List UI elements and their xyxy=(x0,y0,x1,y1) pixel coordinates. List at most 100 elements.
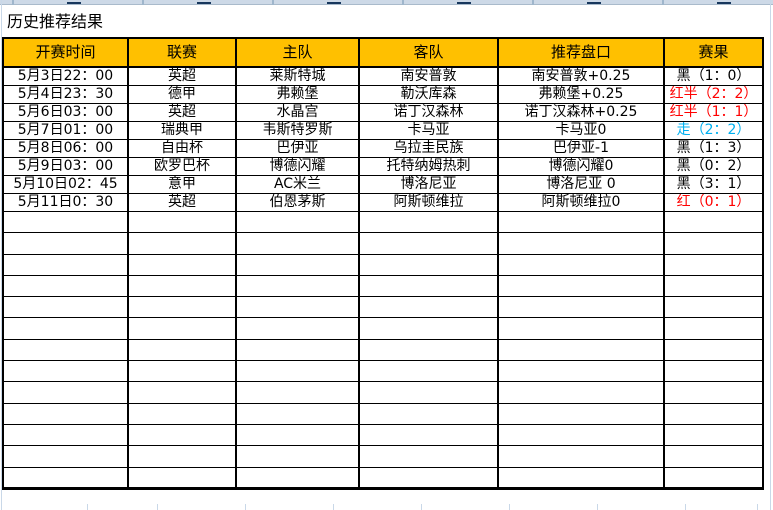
cell-time[interactable]: 5月11日0：30 xyxy=(2,193,129,212)
empty-cell[interactable] xyxy=(663,296,764,319)
cell-handicap[interactable]: 阿斯顿维拉0 xyxy=(497,193,665,212)
cell-league[interactable]: 瑞典甲 xyxy=(127,121,237,140)
empty-cell[interactable] xyxy=(127,445,237,468)
empty-cell[interactable] xyxy=(2,423,129,447)
empty-cell[interactable] xyxy=(127,402,237,425)
empty-cell[interactable] xyxy=(2,402,129,425)
empty-cell[interactable] xyxy=(127,466,237,489)
empty-cell[interactable] xyxy=(497,423,665,447)
empty-cell[interactable] xyxy=(358,338,499,362)
cell-time[interactable]: 5月8日06：00 xyxy=(2,139,129,158)
empty-cell[interactable] xyxy=(127,296,237,319)
empty-cell[interactable] xyxy=(358,360,499,383)
cell-league[interactable]: 英超 xyxy=(127,193,237,212)
empty-cell[interactable] xyxy=(358,296,499,319)
cell-away[interactable]: 阿斯顿维拉 xyxy=(358,193,499,212)
empty-cell[interactable] xyxy=(127,360,237,383)
cell-time[interactable]: 5月7日01：00 xyxy=(2,121,129,140)
cell-handicap[interactable]: 卡马亚0 xyxy=(497,121,665,140)
empty-cell[interactable] xyxy=(497,445,665,468)
cell-time[interactable]: 5月4日23：30 xyxy=(2,85,129,104)
empty-cell[interactable] xyxy=(2,274,129,298)
cell-result[interactable]: 走（2：2） xyxy=(663,121,764,140)
empty-cell[interactable] xyxy=(235,423,360,447)
cell-home[interactable]: AC米兰 xyxy=(235,175,360,194)
empty-cell[interactable] xyxy=(663,253,764,276)
empty-cell[interactable] xyxy=(127,232,237,255)
empty-cell[interactable] xyxy=(2,338,129,362)
cell-result[interactable]: 黑（0：2） xyxy=(663,157,764,176)
cell-result[interactable]: 红半（1：1） xyxy=(663,103,764,122)
cell-away[interactable]: 卡马亚 xyxy=(358,121,499,140)
empty-cell[interactable] xyxy=(663,210,764,234)
empty-cell[interactable] xyxy=(497,360,665,383)
empty-cell[interactable] xyxy=(2,381,129,404)
empty-cell[interactable] xyxy=(235,210,360,234)
empty-cell[interactable] xyxy=(2,360,129,383)
empty-cell[interactable] xyxy=(358,445,499,468)
cell-league[interactable]: 德甲 xyxy=(127,85,237,104)
cell-handicap[interactable]: 南安普敦+0.25 xyxy=(497,66,665,86)
cell-home[interactable]: 巴伊亚 xyxy=(235,139,360,158)
cell-away[interactable]: 南安普敦 xyxy=(358,66,499,86)
cell-away[interactable]: 勒沃库森 xyxy=(358,85,499,104)
cell-league[interactable]: 自由杯 xyxy=(127,139,237,158)
cell-away[interactable]: 托特纳姆热刺 xyxy=(358,157,499,176)
cell-handicap[interactable]: 弗赖堡+0.25 xyxy=(497,85,665,104)
cell-result[interactable]: 黑（3：1） xyxy=(663,175,764,194)
empty-cell[interactable] xyxy=(2,253,129,276)
cell-time[interactable]: 5月10日02：45 xyxy=(2,175,129,194)
cell-home[interactable]: 莱斯特城 xyxy=(235,66,360,86)
cell-result[interactable]: 黑（1：0） xyxy=(663,66,764,86)
empty-cell[interactable] xyxy=(358,210,499,234)
empty-cell[interactable] xyxy=(497,338,665,362)
cell-handicap[interactable]: 巴伊亚-1 xyxy=(497,139,665,158)
empty-cell[interactable] xyxy=(235,253,360,276)
cell-result[interactable]: 红半（2：2） xyxy=(663,85,764,104)
empty-cell[interactable] xyxy=(497,466,665,489)
empty-cell[interactable] xyxy=(663,402,764,425)
empty-cell[interactable] xyxy=(358,423,499,447)
header-cell-0[interactable]: 开赛时间 xyxy=(2,37,129,68)
cell-league[interactable]: 欧罗巴杯 xyxy=(127,157,237,176)
empty-cell[interactable] xyxy=(235,381,360,404)
empty-cell[interactable] xyxy=(358,274,499,298)
cell-league[interactable]: 英超 xyxy=(127,103,237,122)
empty-cell[interactable] xyxy=(663,423,764,447)
empty-cell[interactable] xyxy=(235,338,360,362)
empty-cell[interactable] xyxy=(127,253,237,276)
cell-home[interactable]: 伯恩茅斯 xyxy=(235,193,360,212)
cell-time[interactable]: 5月3日22：00 xyxy=(2,66,129,86)
cell-result[interactable]: 红（0：1） xyxy=(663,193,764,212)
empty-cell[interactable] xyxy=(497,317,665,340)
empty-cell[interactable] xyxy=(2,296,129,319)
empty-cell[interactable] xyxy=(358,232,499,255)
cell-handicap[interactable]: 博洛尼亚 0 xyxy=(497,175,665,194)
empty-cell[interactable] xyxy=(358,402,499,425)
cell-handicap[interactable]: 博德闪耀0 xyxy=(497,157,665,176)
cell-home[interactable]: 水晶宫 xyxy=(235,103,360,122)
empty-cell[interactable] xyxy=(127,274,237,298)
cell-league[interactable]: 意甲 xyxy=(127,175,237,194)
empty-cell[interactable] xyxy=(497,274,665,298)
empty-cell[interactable] xyxy=(663,338,764,362)
empty-cell[interactable] xyxy=(2,210,129,234)
empty-cell[interactable] xyxy=(358,317,499,340)
cell-result[interactable]: 黑（1：3） xyxy=(663,139,764,158)
empty-cell[interactable] xyxy=(235,296,360,319)
empty-cell[interactable] xyxy=(663,274,764,298)
empty-cell[interactable] xyxy=(235,360,360,383)
empty-cell[interactable] xyxy=(235,402,360,425)
empty-cell[interactable] xyxy=(497,232,665,255)
header-cell-2[interactable]: 主队 xyxy=(235,37,360,68)
empty-cell[interactable] xyxy=(235,274,360,298)
cell-league[interactable]: 英超 xyxy=(127,66,237,86)
cell-away[interactable]: 博洛尼亚 xyxy=(358,175,499,194)
cell-time[interactable]: 5月9日03：00 xyxy=(2,157,129,176)
empty-cell[interactable] xyxy=(663,445,764,468)
empty-cell[interactable] xyxy=(127,338,237,362)
empty-cell[interactable] xyxy=(127,381,237,404)
empty-cell[interactable] xyxy=(235,466,360,489)
empty-cell[interactable] xyxy=(663,232,764,255)
empty-cell[interactable] xyxy=(497,210,665,234)
